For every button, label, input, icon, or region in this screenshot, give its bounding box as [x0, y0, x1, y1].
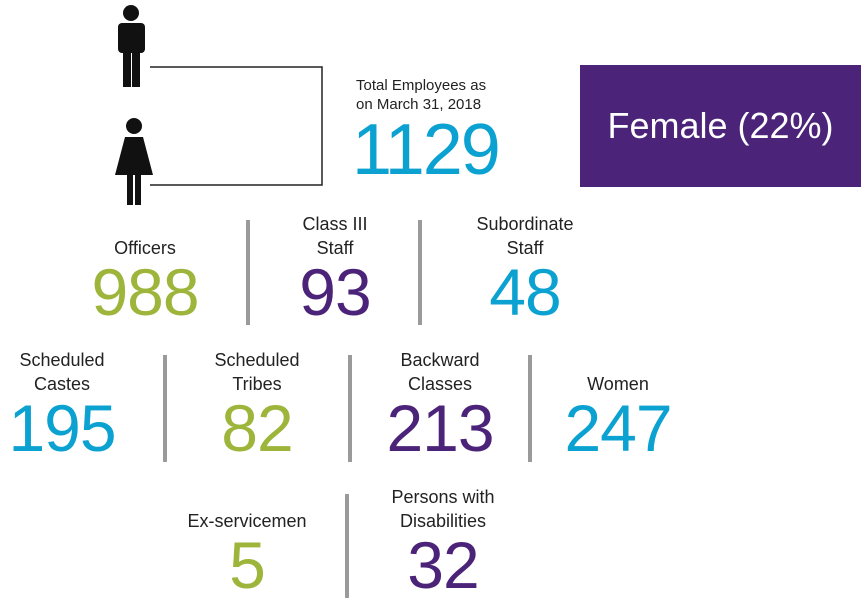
bracket — [150, 66, 323, 186]
stat: Scheduled Castes 195 — [2, 348, 122, 465]
stat-value: 247 — [564, 391, 672, 465]
stat-label: Backward Classes — [400, 350, 480, 394]
female-badge: Female (22%) — [580, 65, 861, 187]
stat: Class III Staff 93 — [285, 212, 385, 329]
separator — [528, 355, 532, 462]
stat-label: Scheduled Castes — [19, 350, 105, 394]
total-label: Total Employees as on March 31, 2018 — [356, 77, 487, 113]
stat: Women 247 — [558, 348, 678, 465]
stat-label: Women — [587, 374, 649, 394]
stat-label: Scheduled Tribes — [214, 350, 300, 394]
stat-value: 988 — [91, 255, 199, 329]
stat-label: Subordinate Staff — [476, 214, 574, 258]
stat-value: 82 — [221, 391, 293, 465]
female-icon — [115, 118, 153, 205]
stat-value: 48 — [489, 255, 561, 329]
male-icon — [118, 5, 145, 87]
gender-icons — [115, 5, 323, 205]
separator — [345, 494, 349, 598]
stat: Officers 988 — [75, 212, 215, 329]
stat-label: Ex-servicemen — [187, 511, 307, 531]
total-value: 1129 — [352, 110, 501, 190]
stat-label: Officers — [114, 238, 176, 258]
stat: Ex-servicemen 5 — [167, 485, 327, 602]
separator — [348, 355, 352, 462]
stat-label: Persons with Disabilities — [391, 487, 495, 531]
stat: Persons with Disabilities 32 — [373, 485, 513, 602]
stat: Backward Classes 213 — [380, 348, 500, 465]
stat: Scheduled Tribes 82 — [197, 348, 317, 465]
stat: Subordinate Staff 48 — [460, 212, 590, 329]
stat-value: 32 — [407, 528, 479, 602]
separator — [418, 220, 422, 325]
stat-value: 93 — [299, 255, 371, 329]
stat-value: 213 — [386, 391, 494, 465]
separator — [246, 220, 250, 325]
stat-label: Class III Staff — [302, 214, 368, 258]
stat-value: 195 — [8, 391, 116, 465]
separator — [163, 355, 167, 462]
stat-value: 5 — [229, 528, 266, 602]
